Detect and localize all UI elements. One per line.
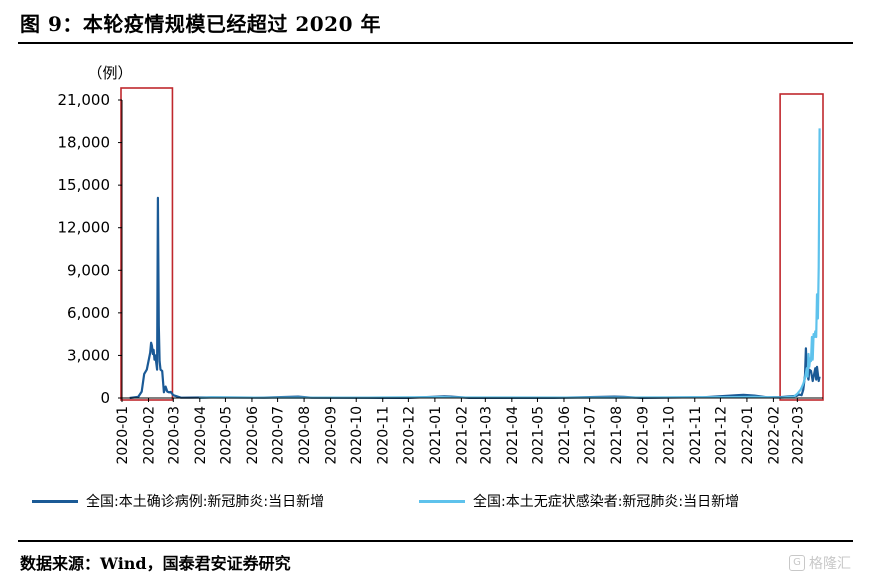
series-line-2	[198, 128, 821, 400]
series-line-1	[129, 196, 821, 400]
title-rule	[18, 42, 853, 44]
x-tick-label: 2021-09	[636, 406, 652, 465]
x-tick-label: 2021-03	[478, 406, 494, 465]
x-tick-label: 2021-08	[609, 406, 625, 465]
series-lines	[129, 128, 821, 400]
y-tick-label: 21,000	[58, 91, 111, 109]
y-tick-label: 3,000	[67, 346, 110, 364]
x-tick-label: 2021-01	[428, 406, 444, 465]
source-note: 数据来源：Wind，国泰君安证券研究	[20, 554, 291, 573]
x-tick-label: 2022-01	[740, 406, 756, 465]
x-tick-label: 2020-08	[297, 406, 313, 465]
x-tick-label: 2020-06	[245, 406, 261, 465]
watermark-logo-icon: G	[789, 555, 805, 571]
legend-swatch-confirmed	[32, 499, 78, 503]
x-tick-label: 2021-04	[505, 406, 521, 465]
legend: 全国:本土确诊病例:新冠肺炎:当日新增 全国:本土无症状感染者:新冠肺炎:当日新…	[0, 491, 871, 511]
axes: 0 3,000 6,000 9,000 12,000 15,000 18,000 21,000…	[58, 91, 823, 465]
y-tick-label: 12,000	[58, 219, 111, 237]
watermark-text: 格隆汇	[809, 556, 851, 572]
x-tick-label: 2020-03	[166, 406, 182, 465]
y-tick-label: 15,000	[58, 176, 111, 194]
figure-title: 图 9：本轮疫情规模已经超过 2020 年	[20, 12, 381, 36]
x-tick-label: 2020-09	[324, 406, 340, 465]
x-tick-label: 2021-11	[688, 406, 704, 465]
x-tick-label: 2020-10	[349, 406, 365, 465]
x-tick-label: 2020-02	[142, 406, 158, 465]
x-tick-label: 2020-01	[115, 406, 131, 465]
y-unit-label: （例）	[87, 64, 132, 82]
highlight-box	[120, 87, 174, 401]
legend-label-asymptomatic: 全国:本土无症状感染者:新冠肺炎:当日新增	[473, 494, 740, 510]
y-tick-label: 0	[100, 389, 110, 407]
x-tick-label: 2020-04	[193, 406, 209, 465]
highlight-boxes	[120, 87, 824, 401]
x-tick-label: 2022-02	[766, 406, 782, 465]
x-tick-label: 2021-10	[661, 406, 677, 465]
y-tick-label: 18,000	[58, 134, 111, 152]
x-tick-label: 2022-03	[790, 406, 806, 465]
y-tick-label: 6,000	[67, 304, 110, 322]
x-tick-label: 2020-07	[271, 406, 287, 465]
x-tick-label: 2021-07	[583, 406, 599, 465]
y-tick-label: 9,000	[67, 261, 110, 279]
legend-swatch-asymptomatic	[419, 499, 465, 503]
highlight-box	[779, 93, 824, 401]
x-tick-label: 2021-05	[530, 406, 546, 465]
x-tick-label: 2021-12	[713, 406, 729, 465]
x-tick-label: 2020-12	[401, 406, 417, 465]
legend-label-confirmed: 全国:本土确诊病例:新冠肺炎:当日新增	[86, 494, 325, 510]
legend-item-confirmed: 全国:本土确诊病例:新冠肺炎:当日新增	[32, 491, 324, 511]
legend-item-asymptomatic: 全国:本土无症状感染者:新冠肺炎:当日新增	[419, 491, 739, 511]
chart: 0 3,000 6,000 9,000 12,000 15,000 18,000 21,000…	[58, 64, 824, 465]
x-tick-label: 2020-11	[376, 406, 392, 465]
watermark: G 格隆汇	[789, 553, 851, 573]
x-tick-label: 2021-02	[454, 406, 470, 465]
x-tick-label: 2021-06	[557, 406, 573, 465]
footer-rule	[18, 540, 853, 542]
x-tick-label: 2020-05	[218, 406, 234, 465]
